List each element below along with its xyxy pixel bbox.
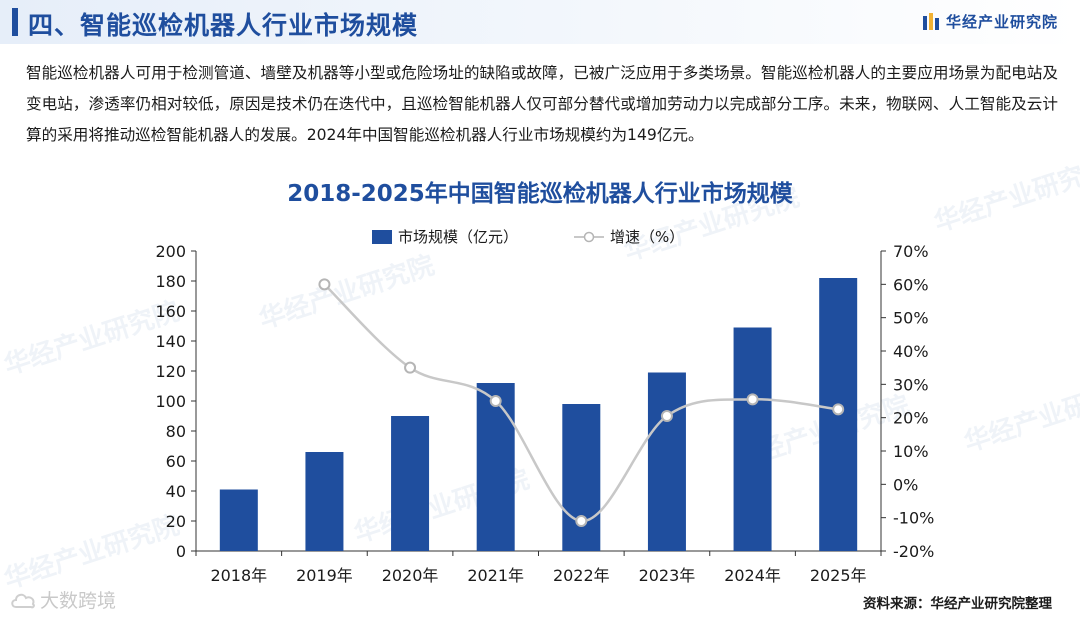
y-left-tick-label: 200: [155, 242, 186, 261]
bar-market-size: [391, 416, 430, 551]
x-tick-label: 2019年: [296, 566, 353, 585]
y-left-tick-label: 0: [176, 542, 186, 561]
growth-rate-point: [575, 515, 588, 527]
bar-market-size: [476, 383, 515, 551]
legend-item-growth: 增速（%）: [574, 226, 684, 247]
bar-market-size: [733, 327, 772, 551]
y-right-tick-label: -10%: [893, 509, 934, 528]
x-tick-label: 2025年: [810, 566, 867, 585]
y-left-tick-label: 40: [166, 482, 186, 501]
section-title: 四、智能巡检机器人行业市场规模: [28, 11, 419, 40]
bar-market-size: [647, 372, 686, 551]
bar-market-size: [305, 452, 344, 551]
y-left-tick-label: 60: [166, 452, 186, 471]
y-left-tick-label: 120: [155, 362, 186, 381]
legend-label-growth: 增速（%）: [610, 228, 685, 246]
y-left-tick-label: 80: [166, 422, 186, 441]
y-right-tick-label: 10%: [893, 442, 929, 461]
x-tick-label: 2018年: [210, 566, 267, 585]
source-note: 资料来源：华经产业研究院整理: [863, 596, 1052, 612]
brand-name: 华经产业研究院: [945, 13, 1058, 31]
legend-line-swatch: [574, 231, 605, 242]
chart-legend: 市场规模（亿元） 增速（%）: [372, 226, 684, 247]
y-right-tick-label: 30%: [893, 375, 929, 394]
legend-label-market-size: 市场规模（亿元）: [398, 228, 519, 246]
x-tick-label: 2023年: [639, 566, 696, 585]
growth-rate-point: [832, 403, 845, 416]
intro-paragraph: 智能巡检机器人可用于检测管道、墙壁及机器等小型或危险场址的缺陷或故障，已被广泛应…: [26, 64, 1058, 144]
header-band: [0, 0, 1080, 44]
x-tick-label: 2021年: [467, 566, 524, 585]
legend-item-market-size: 市场规模（亿元）: [372, 226, 518, 247]
y-left-tick-label: 140: [155, 332, 186, 351]
y-right-tick-label: 60%: [893, 275, 929, 294]
x-tick-label: 2024年: [724, 566, 781, 585]
y-right-tick-label: 70%: [893, 242, 929, 261]
cloud-logo-icon: [11, 593, 35, 608]
y-left-tick-label: 20: [166, 512, 186, 531]
y-left-tick-label: 100: [155, 392, 186, 411]
growth-rate-point: [489, 395, 502, 407]
brand-logo: 华经产业研究院: [922, 11, 1058, 32]
title-accent-bar: [12, 8, 18, 36]
growth-rate-point: [746, 393, 759, 406]
legend-bar-swatch: [372, 229, 392, 244]
growth-rate-point: [318, 278, 331, 291]
growth-rate-point: [404, 361, 417, 374]
bar-market-size: [562, 404, 601, 551]
x-tick-label: 2020年: [382, 566, 439, 585]
y-right-tick-label: 40%: [893, 342, 929, 361]
y-right-tick-label: -20%: [893, 542, 934, 561]
bar-market-size: [219, 489, 258, 551]
corner-logo: 大数跨境: [10, 586, 116, 613]
brand-bars-icon: [922, 12, 939, 30]
growth-rate-point: [660, 410, 673, 422]
corner-logo-text: 大数跨境: [40, 590, 117, 612]
y-right-tick-label: 0%: [893, 475, 918, 494]
y-right-tick-label: 50%: [893, 309, 929, 328]
y-left-tick-label: 180: [155, 272, 186, 291]
x-tick-label: 2022年: [553, 566, 610, 585]
y-right-tick-label: 20%: [893, 409, 929, 428]
chart-title: 2018-2025年中国智能巡检机器人行业市场规模: [287, 181, 793, 207]
y-left-tick-label: 160: [155, 302, 186, 321]
